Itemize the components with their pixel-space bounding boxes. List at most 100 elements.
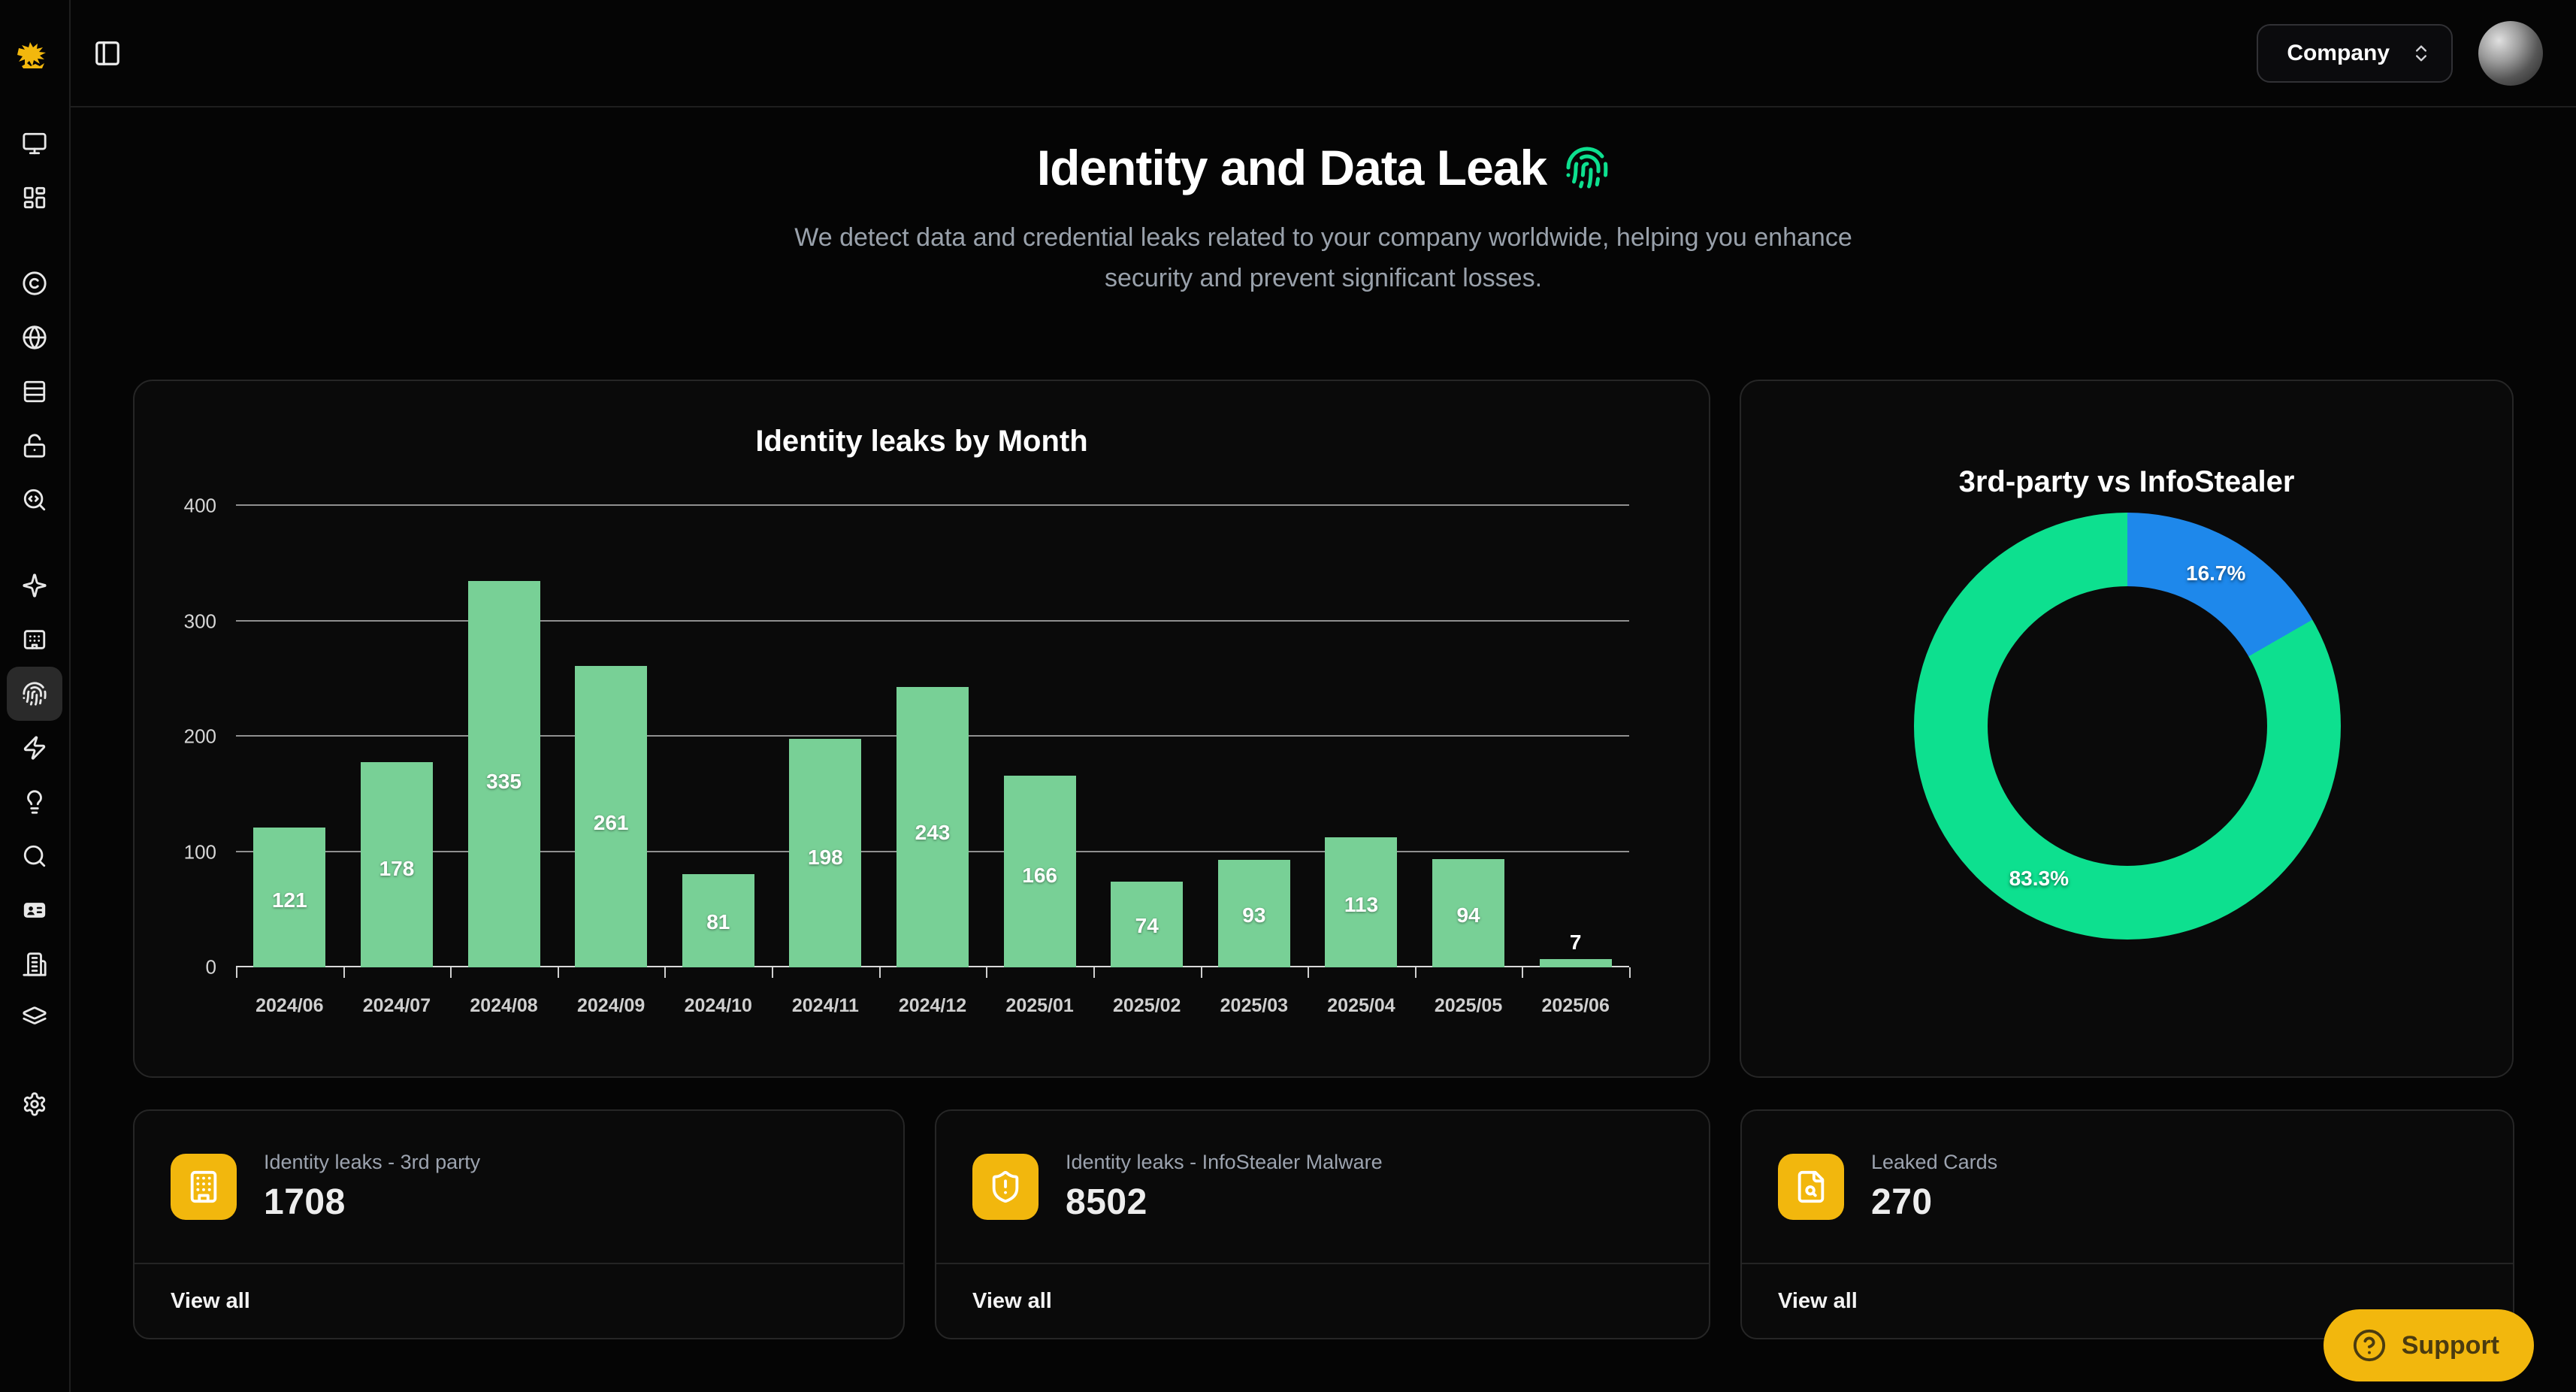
y-axis-tick-label: 300 — [183, 610, 216, 632]
bar-2024/08[interactable] — [467, 580, 540, 967]
sidebar-item-building[interactable] — [7, 937, 62, 991]
building-icon — [190, 1170, 217, 1203]
stat-card-top: Identity leaks - 3rd party 1708 — [135, 1111, 903, 1263]
charts-row: Identity leaks by Month 0 100 200 300 400 121… — [133, 380, 2514, 1078]
company-selector[interactable]: Company — [2257, 23, 2453, 83]
view-all-link-infostealer[interactable]: View all — [936, 1263, 1709, 1338]
stat-label: Identity leaks - InfoStealer Malware — [1066, 1151, 1383, 1173]
support-label: Support — [2401, 1330, 2499, 1360]
panel-left-icon — [95, 41, 119, 65]
bar-value-label: 94 — [1456, 903, 1480, 927]
sidebar-item-layers[interactable] — [7, 991, 62, 1046]
y-axis-tick-label: 0 — [205, 955, 216, 979]
settings-gear-icon — [23, 1092, 46, 1116]
file-search-icon — [1797, 1170, 1825, 1203]
x-axis-category-label: 2025/01 — [1005, 995, 1074, 1016]
x-axis-category-label: 2024/07 — [362, 995, 431, 1016]
bar-2024/09[interactable] — [575, 666, 648, 967]
shield-stat-icon — [972, 1154, 1039, 1220]
gridline — [236, 619, 1629, 622]
bar-2024/06[interactable] — [253, 828, 326, 967]
building-2-icon — [23, 952, 47, 976]
bar-chart-card: Identity leaks by Month 0 100 200 300 400 121… — [133, 380, 1710, 1078]
x-axis-tick — [1629, 967, 1631, 978]
sidebar-item-lock-open[interactable] — [7, 419, 62, 473]
bar-value-label: 74 — [1135, 914, 1159, 938]
kiosk-icon — [23, 630, 46, 649]
sidebar-item-kiosk[interactable] — [7, 613, 62, 667]
x-axis-tick — [1200, 967, 1202, 978]
bar-2025/06[interactable] — [1539, 959, 1612, 967]
id-card-icon — [23, 903, 46, 918]
bar-value-label: 81 — [706, 910, 730, 934]
x-axis-category-label: 2024/06 — [255, 995, 324, 1016]
sidebar-item-lightbulb[interactable] — [7, 775, 62, 829]
x-axis-tick — [664, 967, 667, 978]
x-axis-tick — [986, 967, 988, 978]
bar-value-label: 335 — [486, 770, 522, 794]
bar-2024/11[interactable] — [789, 739, 862, 967]
stat-value: 270 — [1871, 1182, 1933, 1222]
sidebar-item-dashboard[interactable] — [7, 171, 62, 225]
sidebar-toggle-button[interactable] — [93, 39, 122, 68]
stat-card-top: Leaked Cards 270 — [1742, 1111, 2513, 1263]
bar-value-label: 178 — [379, 856, 415, 880]
y-axis-tick-label: 100 — [183, 840, 216, 863]
donut-chart: 16.7% 83.3% — [1914, 513, 2341, 940]
x-axis-tick — [236, 967, 237, 978]
x-axis-category-label: 2025/06 — [1541, 995, 1610, 1016]
x-axis-tick — [557, 967, 559, 978]
sidebar — [0, 0, 71, 1392]
lock-open-icon — [23, 434, 46, 458]
bar-chart-title: Identity leaks by Month — [755, 425, 1088, 458]
chevrons-up-down-icon — [2416, 45, 2426, 62]
sidebar-item-copyright[interactable] — [7, 256, 62, 310]
shield-alert-icon — [992, 1170, 1019, 1203]
donut-chart-card: 3rd-party vs InfoStealer 16.7% 83.3% — [1740, 380, 2514, 1078]
x-axis-category-label: 2025/02 — [1113, 995, 1181, 1016]
user-avatar[interactable] — [2478, 20, 2543, 86]
sidebar-item-search[interactable] — [7, 829, 62, 883]
sidebar-item-sparkle[interactable] — [7, 558, 62, 613]
fingerprint-title-icon — [1566, 147, 1608, 189]
bar-value-label: 121 — [271, 888, 307, 912]
sidebar-item-monitor[interactable] — [7, 117, 62, 171]
bar-chart: 0 100 200 300 400 121 2024/06 178 2024/07 335 2024… — [184, 495, 1631, 1016]
x-axis-category-label: 2024/10 — [684, 995, 752, 1016]
sidebar-item-settings[interactable] — [7, 1077, 62, 1131]
search-icon — [23, 845, 46, 867]
bar-2025/04[interactable] — [1325, 837, 1398, 967]
sidebar-item-id-card[interactable] — [7, 883, 62, 937]
stat-label: Leaked Cards — [1871, 1151, 1998, 1173]
sidebar-item-globe[interactable] — [7, 310, 62, 365]
bar-value-label: 7 — [1569, 931, 1582, 955]
sidebar-item-search-code[interactable] — [7, 473, 62, 527]
x-axis-tick — [1308, 967, 1310, 978]
brand-logo[interactable] — [0, 0, 69, 107]
bar-2024/10[interactable] — [682, 873, 754, 967]
view-all-link-leaked-cards[interactable]: View all — [1742, 1263, 2513, 1338]
bar-2024/07[interactable] — [360, 761, 433, 967]
y-axis-tick-label: 400 — [183, 494, 216, 517]
x-axis-category-label: 2024/11 — [791, 995, 859, 1016]
stat-card-leaked-cards: Leaked Cards 270 View all — [1740, 1109, 2514, 1339]
bar-2025/03[interactable] — [1217, 860, 1290, 967]
company-selector-label: Company — [2287, 40, 2390, 65]
sidebar-item-fingerprint[interactable] — [7, 667, 62, 721]
copyright-icon — [23, 271, 47, 295]
bar-2025/02[interactable] — [1111, 882, 1184, 967]
view-all-link-3rd-party[interactable]: View all — [135, 1263, 903, 1338]
main-content: Identity and Data Leak We detect data an… — [71, 109, 2576, 1392]
topbar: Company — [71, 0, 2576, 107]
page-title-text: Identity and Data Leak — [1036, 140, 1548, 195]
bar-value-label: 113 — [1344, 892, 1379, 916]
help-circle-icon — [2353, 1329, 2385, 1362]
support-button[interactable]: Support — [2323, 1309, 2534, 1381]
bar-2025/01[interactable] — [1003, 776, 1076, 967]
sidebar-item-zap[interactable] — [7, 721, 62, 775]
bar-2025/05[interactable] — [1432, 858, 1505, 967]
sidebar-item-rows[interactable] — [7, 365, 62, 419]
bar-2024/12[interactable] — [896, 687, 969, 967]
file-search-stat-icon — [1778, 1154, 1844, 1220]
search-code-icon — [23, 489, 46, 511]
